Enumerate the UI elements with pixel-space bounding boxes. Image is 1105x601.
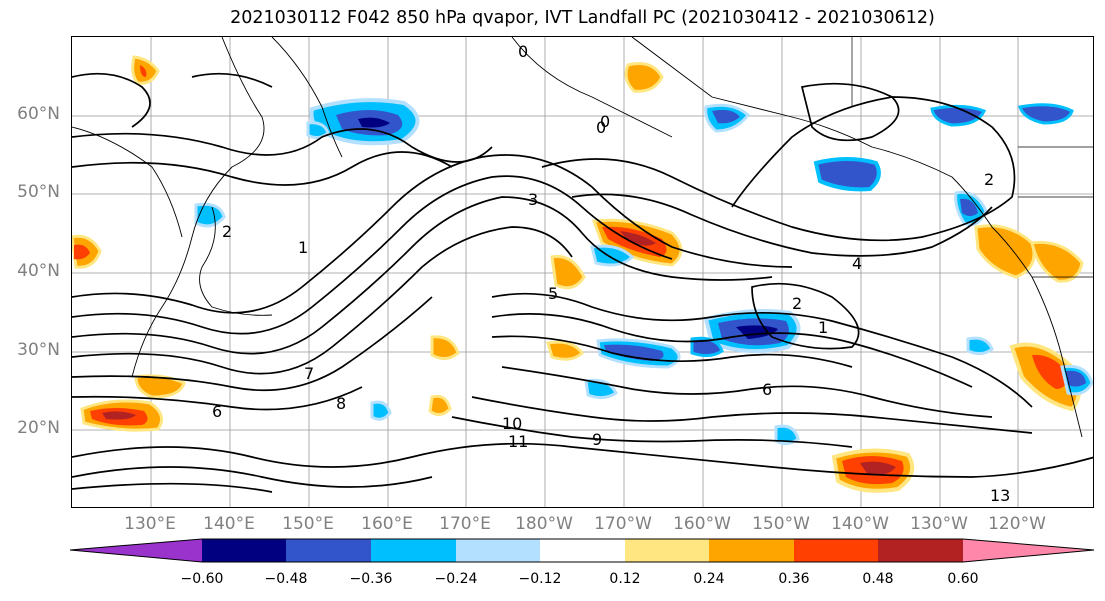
lon-label: 170°W xyxy=(594,514,652,534)
colorbar-cell xyxy=(625,539,709,562)
colorbar-outline xyxy=(70,538,1095,563)
contour-label: 9 xyxy=(592,430,602,449)
lon-label: 130°W xyxy=(910,514,968,534)
contour-label: 13 xyxy=(990,486,1010,505)
colorbar-tick-label: 0.60 xyxy=(947,571,979,587)
colorbar-cell xyxy=(456,539,540,562)
lon-label: 150°E xyxy=(282,514,334,534)
graticule xyxy=(72,37,1093,507)
colorbar-cell xyxy=(540,539,625,562)
lon-label: 170°E xyxy=(439,514,491,534)
contour-label: 1 xyxy=(818,318,828,337)
map-panel[interactable]: 0 0 1 2 2 3 4 5 6 6 7 8 9 10 11 13 1 2 0 xyxy=(71,36,1094,508)
ivt-contours xyxy=(72,72,1093,493)
colorbar-tick-label: −0.24 xyxy=(434,571,478,587)
lat-label-40n: 40°N xyxy=(17,261,60,281)
contour-label: 10 xyxy=(502,414,522,433)
contour-label: 6 xyxy=(212,402,222,421)
contour-label: 2 xyxy=(222,222,232,241)
contour-label: 6 xyxy=(762,380,772,399)
colorbar-cell xyxy=(794,539,878,562)
map-svg: 0 0 1 2 2 3 4 5 6 6 7 8 9 10 11 13 1 2 0 xyxy=(72,37,1093,507)
lon-label: 150°W xyxy=(752,514,810,534)
colorbar-tick-label: 0.12 xyxy=(609,571,641,587)
map-title: 2021030112 F042 850 hPa qvapor, IVT Land… xyxy=(230,8,935,28)
colorbar-cell xyxy=(371,539,456,562)
contour-label: 0 xyxy=(596,118,606,137)
contour-label: 0 xyxy=(600,112,610,131)
colorbar-cell xyxy=(963,539,1094,562)
colorbar-cell xyxy=(709,539,794,562)
colorbar-cells xyxy=(70,538,1095,563)
lon-label: 120°W xyxy=(988,514,1046,534)
contour-label: 0 xyxy=(518,42,528,61)
lon-label: 180°W xyxy=(515,514,573,534)
lon-label: 160°E xyxy=(361,514,413,534)
colorbar-tick-label: 0.36 xyxy=(778,571,810,587)
contour-label: 7 xyxy=(304,364,314,383)
lon-label: 130°E xyxy=(124,514,176,534)
colorbar-tick-label: −0.48 xyxy=(264,571,308,587)
coastlines xyxy=(72,37,1093,438)
contour-label: 2 xyxy=(984,170,994,189)
lat-label-20n: 20°N xyxy=(17,418,60,438)
shading-layer xyxy=(72,55,1093,493)
contour-label: 2 xyxy=(792,294,802,313)
colorbar-tick-label: 0.24 xyxy=(693,571,725,587)
contour-label: 4 xyxy=(852,254,862,273)
contour-label: 5 xyxy=(548,284,558,303)
lon-label: 160°W xyxy=(673,514,731,534)
colorbar-cell xyxy=(202,539,286,562)
contour-label: 11 xyxy=(508,432,528,451)
colorbar xyxy=(70,538,1095,563)
lat-label-60n: 60°N xyxy=(17,104,60,124)
colorbar-cell xyxy=(70,539,202,562)
lat-label-30n: 30°N xyxy=(17,340,60,360)
contour-label: 1 xyxy=(298,238,308,257)
colorbar-tick-label: 0.48 xyxy=(862,571,894,587)
lat-label-50n: 50°N xyxy=(17,182,60,202)
colorbar-tick-label: −0.60 xyxy=(180,571,224,587)
colorbar-tick-label: −0.12 xyxy=(518,571,562,587)
colorbar-cell xyxy=(286,539,371,562)
lon-label: 140°W xyxy=(831,514,889,534)
contour-label: 3 xyxy=(528,190,538,209)
contour-label: 8 xyxy=(336,394,346,413)
colorbar-tick-label: −0.36 xyxy=(349,571,393,587)
colorbar-cell xyxy=(878,539,963,562)
lon-label: 140°E xyxy=(203,514,255,534)
contour-label-layer: 0 0 1 2 2 3 4 5 6 6 7 8 9 10 11 13 1 2 0 xyxy=(212,42,1010,505)
